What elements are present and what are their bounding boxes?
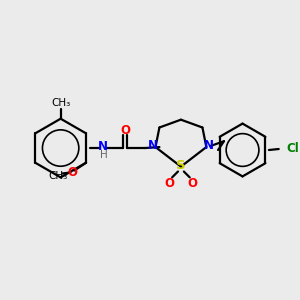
Text: H: H [100, 150, 107, 160]
Text: O: O [68, 166, 77, 179]
Text: N: N [98, 140, 108, 153]
Text: O: O [188, 177, 198, 190]
Text: S: S [176, 159, 186, 172]
Text: Cl: Cl [286, 142, 299, 154]
Text: CH₃: CH₃ [48, 171, 67, 182]
Text: O: O [164, 177, 174, 190]
Text: N: N [148, 139, 158, 152]
Text: N: N [204, 139, 214, 152]
Text: O: O [120, 124, 130, 137]
Text: CH₃: CH₃ [51, 98, 70, 108]
